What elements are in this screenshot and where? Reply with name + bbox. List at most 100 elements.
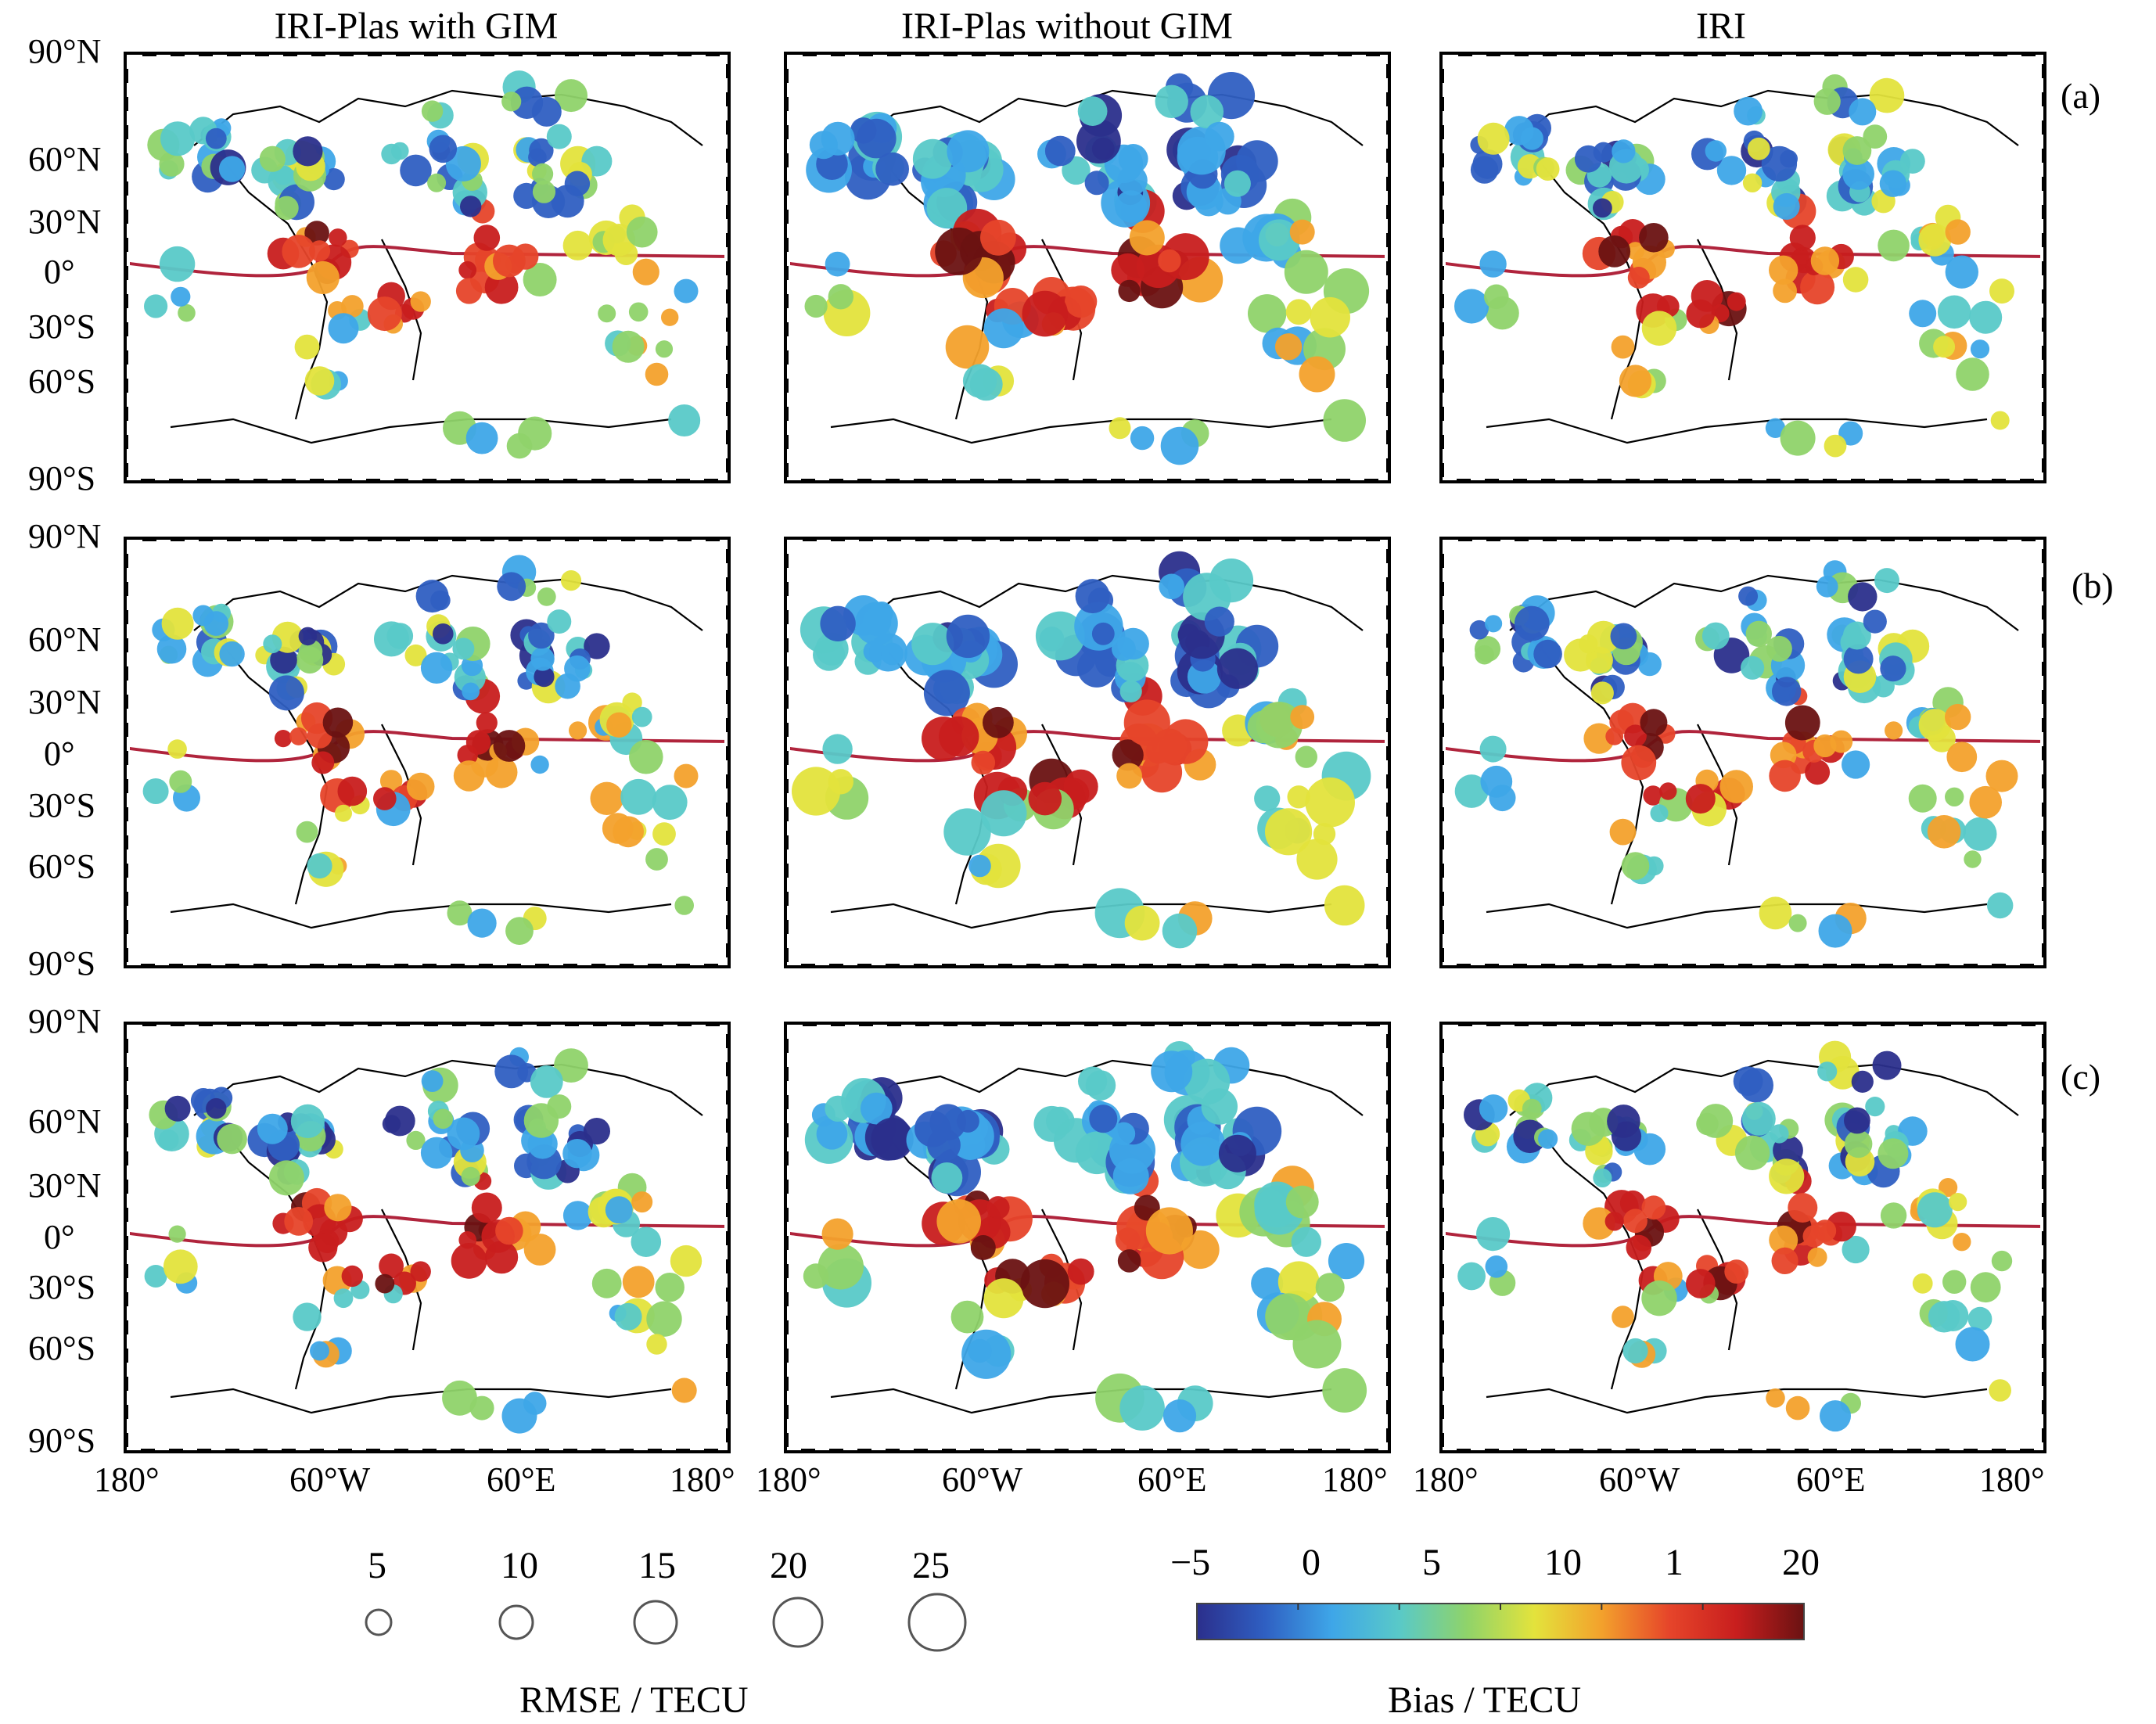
station-marker xyxy=(257,1113,288,1144)
station-marker xyxy=(820,605,856,641)
station-marker xyxy=(562,1139,592,1169)
station-marker xyxy=(590,781,623,815)
station-marker xyxy=(1844,1130,1873,1158)
station-marker xyxy=(1953,1233,1971,1252)
station-marker xyxy=(1091,622,1115,645)
station-marker xyxy=(1160,426,1199,465)
station-marker xyxy=(1842,136,1872,165)
station-marker xyxy=(1485,1255,1508,1278)
station-marker xyxy=(1765,418,1786,438)
station-marker xyxy=(1477,122,1510,155)
station-marker xyxy=(1119,680,1142,702)
station-marker xyxy=(460,196,482,217)
station-marker xyxy=(1155,84,1188,118)
station-marker xyxy=(290,1104,325,1138)
map-svg xyxy=(124,1022,731,1453)
station-marker xyxy=(598,304,616,323)
map-frame xyxy=(124,1022,731,1453)
station-marker xyxy=(1623,1209,1648,1234)
station-marker xyxy=(1826,1055,1860,1090)
lat-label-r3-60s: 60°S xyxy=(28,1329,96,1367)
station-marker xyxy=(1643,785,1663,806)
station-marker xyxy=(622,1266,655,1298)
station-marker xyxy=(1842,267,1869,293)
station-marker xyxy=(375,1273,395,1294)
station-marker xyxy=(968,1338,992,1363)
column-title-2: IRI-Plas without GIM xyxy=(901,5,1233,47)
station-marker xyxy=(1789,224,1816,251)
station-marker xyxy=(333,1288,354,1309)
size-legend-circle-15 xyxy=(633,1600,678,1645)
station-marker xyxy=(171,286,191,307)
station-marker xyxy=(804,294,828,318)
station-marker xyxy=(1949,1193,1967,1212)
station-marker xyxy=(1593,198,1612,218)
station-marker xyxy=(263,634,282,654)
map-frame xyxy=(1439,1022,2046,1453)
station-marker xyxy=(560,570,582,591)
station-marker xyxy=(167,739,187,759)
map-panel-r1-c3 xyxy=(1439,52,2046,483)
lon-label-c2-60w: 60°W xyxy=(942,1460,1023,1499)
station-marker xyxy=(1848,582,1878,612)
station-marker xyxy=(284,1207,314,1236)
station-marker xyxy=(462,682,480,701)
station-marker xyxy=(547,1094,572,1119)
station-marker xyxy=(1885,721,1903,740)
station-marker xyxy=(1942,1270,1967,1294)
station-marker xyxy=(391,142,409,160)
station-marker xyxy=(591,1268,622,1298)
station-marker xyxy=(1742,173,1763,192)
station-marker xyxy=(674,763,699,788)
station-marker xyxy=(1641,1280,1677,1316)
station-marker xyxy=(912,138,953,179)
station-marker xyxy=(1292,1320,1342,1369)
station-marker xyxy=(1476,1217,1511,1252)
station-marker xyxy=(1621,745,1657,781)
station-marker xyxy=(1956,357,1989,391)
lon-label-c2-180w: 180° xyxy=(756,1460,821,1499)
station-marker xyxy=(980,790,1027,837)
station-marker xyxy=(1480,765,1513,798)
station-marker xyxy=(304,221,329,246)
station-marker xyxy=(1918,709,1951,742)
station-marker xyxy=(1865,1097,1885,1117)
station-marker xyxy=(605,1196,633,1224)
station-marker xyxy=(1773,192,1800,220)
station-marker xyxy=(1880,1202,1907,1229)
row-label-a: (a) xyxy=(2061,76,2101,116)
station-marker xyxy=(980,219,1016,256)
station-marker xyxy=(458,260,477,279)
station-marker xyxy=(564,655,591,682)
station-marker xyxy=(306,260,340,295)
map-panel-r1-c2 xyxy=(784,52,1391,483)
station-marker xyxy=(451,1243,487,1279)
station-marker xyxy=(1112,739,1144,771)
station-marker xyxy=(674,896,694,915)
station-marker xyxy=(1162,913,1198,949)
station-marker xyxy=(1769,760,1801,792)
station-marker xyxy=(495,1216,523,1245)
station-marker xyxy=(169,770,192,793)
station-marker xyxy=(911,623,954,666)
station-marker xyxy=(871,1117,914,1161)
station-marker xyxy=(1077,96,1108,126)
station-marker xyxy=(329,228,347,247)
station-marker xyxy=(547,609,572,634)
station-marker xyxy=(1747,137,1770,160)
station-marker xyxy=(384,1105,415,1137)
station-marker xyxy=(1963,817,1997,851)
station-marker xyxy=(501,1398,537,1434)
station-marker xyxy=(379,770,403,792)
station-marker xyxy=(1091,137,1115,160)
map-svg xyxy=(784,1022,1391,1453)
station-marker xyxy=(1621,852,1650,880)
station-marker xyxy=(1863,609,1887,634)
station-marker xyxy=(307,853,332,879)
station-marker xyxy=(1472,149,1503,179)
station-marker xyxy=(1612,1306,1634,1328)
station-marker xyxy=(674,278,699,303)
station-marker xyxy=(1609,818,1637,846)
station-marker xyxy=(670,1245,702,1277)
station-marker xyxy=(471,1192,502,1223)
